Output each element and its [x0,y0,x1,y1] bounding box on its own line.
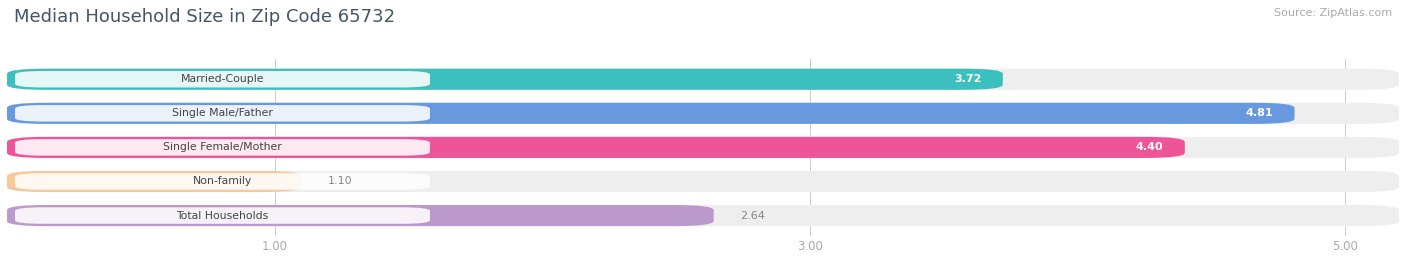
Text: 4.40: 4.40 [1136,142,1163,152]
FancyBboxPatch shape [7,69,1399,90]
Text: Single Female/Mother: Single Female/Mother [163,142,281,152]
FancyBboxPatch shape [7,103,1295,124]
FancyBboxPatch shape [7,171,301,192]
Text: 4.81: 4.81 [1246,108,1274,118]
FancyBboxPatch shape [7,137,1185,158]
Text: 2.64: 2.64 [741,211,765,221]
Text: Source: ZipAtlas.com: Source: ZipAtlas.com [1274,8,1392,18]
Text: Married-Couple: Married-Couple [181,74,264,84]
Text: 1.10: 1.10 [328,177,353,187]
Text: Non-family: Non-family [193,177,252,187]
FancyBboxPatch shape [15,71,430,87]
Text: 3.72: 3.72 [955,74,981,84]
FancyBboxPatch shape [7,69,1002,90]
Text: Total Households: Total Households [176,211,269,221]
FancyBboxPatch shape [7,205,1399,226]
Text: Median Household Size in Zip Code 65732: Median Household Size in Zip Code 65732 [14,8,395,26]
FancyBboxPatch shape [15,105,430,122]
FancyBboxPatch shape [7,103,1399,124]
FancyBboxPatch shape [15,207,430,224]
FancyBboxPatch shape [7,137,1399,158]
FancyBboxPatch shape [7,171,1399,192]
Text: Single Male/Father: Single Male/Father [172,108,273,118]
FancyBboxPatch shape [7,205,714,226]
FancyBboxPatch shape [15,173,430,190]
FancyBboxPatch shape [15,139,430,156]
